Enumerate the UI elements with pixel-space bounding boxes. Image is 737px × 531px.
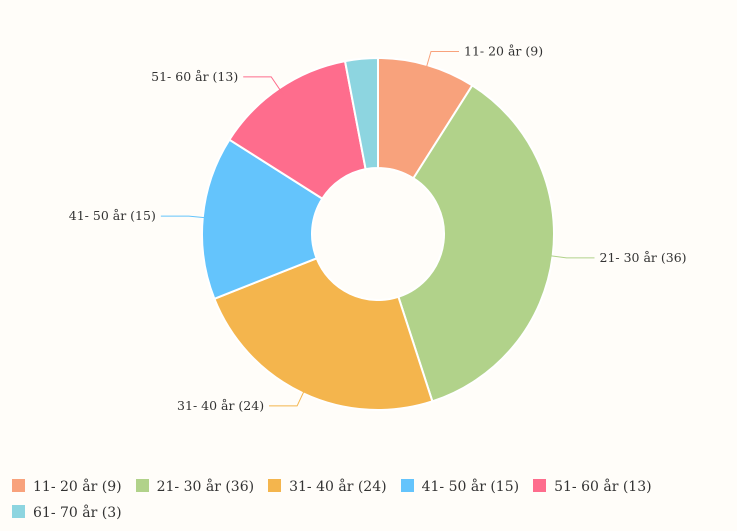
legend-item-11-20[interactable]: 11- 20 år (9) (12, 474, 122, 500)
callout-line-1 (424, 51, 460, 73)
data-label-2: 21- 30 år (36) (600, 250, 687, 265)
donut-chart: 11- 20 år (9) 21- 30 år (36) 31- 40 år (24… (69, 44, 687, 413)
slice-3[interactable] (213, 256, 434, 411)
callouts-layer: 11- 20 år (9) 21- 30 år (36) 31- 40 år (24… (69, 44, 687, 413)
slice-4[interactable] (201, 138, 324, 301)
legend-swatch (400, 479, 414, 492)
legend-label: 11- 20 år (9) (33, 479, 122, 495)
legend-item-31-40[interactable]: 31- 40 år (24) (268, 474, 387, 500)
data-label-3: 31- 40 år (24) (177, 398, 264, 413)
legend-label: 21- 30 år (36) (156, 479, 255, 495)
legend-swatch (268, 479, 282, 492)
callout-line-2 (544, 254, 595, 259)
slices-layer (201, 56, 555, 411)
data-label-4: 41- 50 år (15) (69, 208, 156, 223)
legend-label: 61- 70 år (3) (33, 505, 122, 521)
legend-label: 31- 40 år (24) (289, 479, 387, 495)
legend-item-61-70[interactable]: 61- 70 år (3) (12, 500, 122, 526)
slice-6[interactable] (343, 56, 379, 171)
data-label-1: 11- 20 år (9) (464, 44, 543, 59)
slice-2[interactable] (397, 84, 555, 403)
legend-label: 51- 60 år (13) (554, 479, 652, 495)
legend-swatch (12, 479, 25, 492)
legend: 11- 20 år (9) 21- 30 år (36) 31- 40 år (24… (12, 474, 727, 526)
legend-swatch (533, 479, 547, 492)
legend-swatch (135, 479, 149, 492)
callout-line-4 (160, 215, 211, 219)
legend-item-51-60[interactable]: 51- 60 år (13) (533, 474, 652, 500)
legend-item-21-30[interactable]: 21- 30 år (36) (135, 474, 255, 500)
legend-item-41-50[interactable]: 41- 50 år (15) (400, 474, 520, 500)
data-label-5: 51- 60 år (13) (151, 69, 238, 84)
legend-label: 41- 50 år (15) (421, 479, 520, 495)
legend-swatch (12, 505, 25, 518)
slice-5[interactable] (228, 59, 367, 201)
callout-line-3 (269, 385, 307, 407)
callout-line-5 (243, 76, 284, 96)
